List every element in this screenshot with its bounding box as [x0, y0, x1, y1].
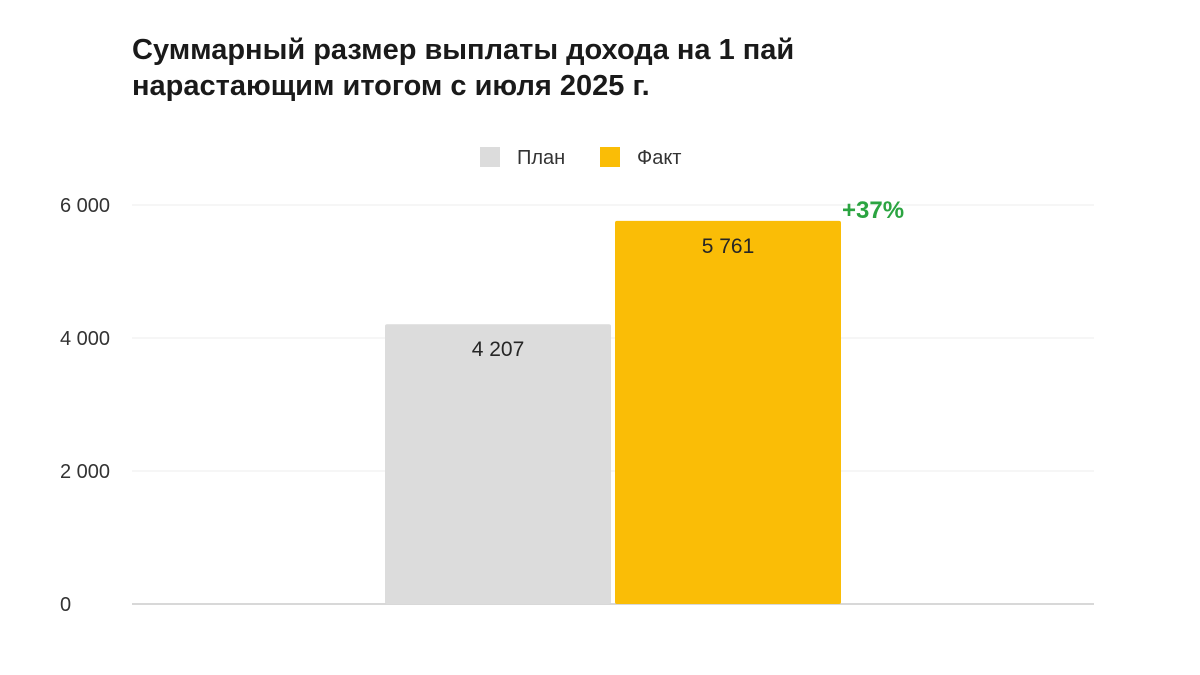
bar-fact: [615, 220, 841, 604]
growth-annotation: +37%: [842, 197, 904, 224]
legend-label: Факт: [637, 147, 681, 169]
bars: [385, 220, 841, 604]
gridlines: [132, 204, 1094, 605]
data-labels: 4 207 5 761 +37%: [472, 197, 904, 361]
legend-swatch-fact: [600, 147, 620, 167]
y-axis-tick-labels: 0 2 000 4 000 6 000: [60, 195, 110, 616]
y-tick-label: 0: [60, 594, 71, 616]
y-tick-label: 2 000: [60, 461, 110, 483]
legend-label: План: [517, 147, 565, 169]
legend: План Факт: [480, 147, 681, 169]
bar-value-label: 5 761: [702, 235, 755, 258]
chart-title: Суммарный размер выплаты дохода на 1 пай…: [132, 34, 795, 102]
y-tick-label: 4 000: [60, 328, 110, 350]
legend-swatch-plan: [480, 147, 500, 167]
bar-plan: [385, 324, 611, 604]
bar-value-label: 4 207: [472, 338, 525, 361]
y-tick-label: 6 000: [60, 195, 110, 217]
